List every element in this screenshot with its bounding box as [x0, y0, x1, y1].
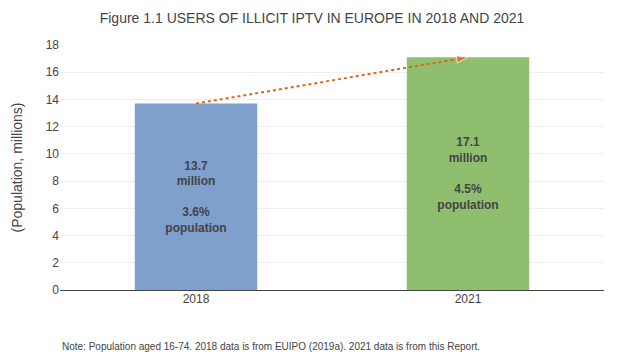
- svg-text:2018: 2018: [183, 292, 210, 306]
- svg-text:16: 16: [46, 65, 60, 79]
- svg-text:Note: Population aged 16-74. 2: Note: Population aged 16-74. 2018 data i…: [62, 341, 480, 352]
- svg-text:4: 4: [52, 229, 59, 243]
- svg-text:12: 12: [46, 120, 60, 134]
- svg-text:(Population, millions): (Population, millions): [9, 103, 25, 233]
- svg-text:10: 10: [46, 147, 60, 161]
- svg-text:2: 2: [52, 256, 59, 270]
- svg-text:18: 18: [46, 38, 60, 52]
- svg-text:17.1million4.5%population: 17.1million4.5%population: [437, 135, 498, 211]
- svg-text:Figure 1.1 USERS OF ILLICIT IP: Figure 1.1 USERS OF ILLICIT IPTV IN EURO…: [100, 10, 525, 26]
- svg-text:13.7million3.6%population: 13.7million3.6%population: [165, 159, 226, 235]
- svg-text:6: 6: [52, 202, 59, 216]
- svg-text:2021: 2021: [455, 292, 482, 306]
- svg-text:14: 14: [46, 93, 60, 107]
- svg-text:0: 0: [52, 283, 59, 297]
- svg-text:8: 8: [52, 174, 59, 188]
